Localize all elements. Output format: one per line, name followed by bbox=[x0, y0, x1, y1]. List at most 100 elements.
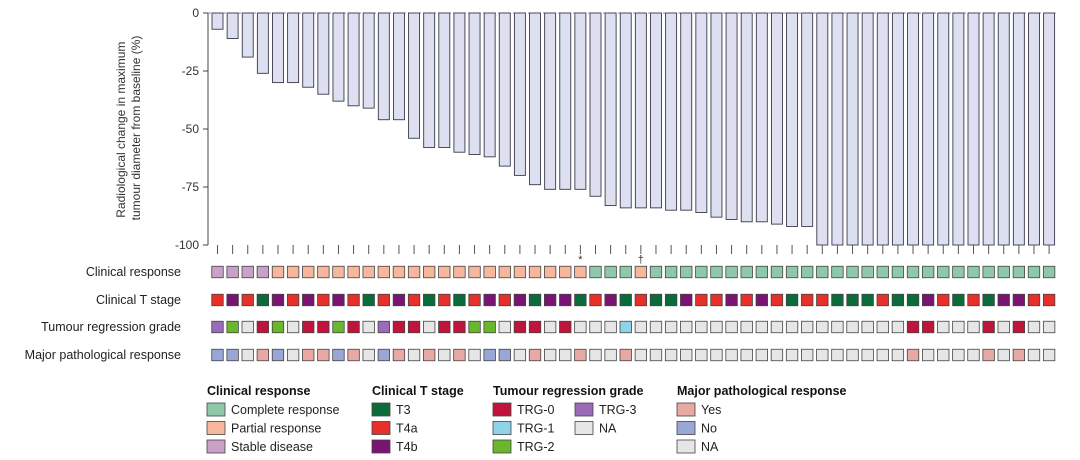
track-cell bbox=[785, 320, 799, 334]
track-cell bbox=[392, 320, 406, 334]
track-label: Tumour regression grade bbox=[41, 320, 181, 334]
track-cell bbox=[634, 265, 648, 279]
bar bbox=[392, 12, 405, 121]
track-cell bbox=[483, 293, 496, 307]
track-cell bbox=[906, 293, 920, 307]
track-cell bbox=[226, 320, 239, 334]
track-cell bbox=[407, 293, 421, 307]
legend-swatch bbox=[492, 402, 512, 417]
track-cell bbox=[423, 265, 436, 279]
legend-swatch bbox=[371, 402, 391, 417]
bar bbox=[1043, 12, 1056, 246]
track-cell bbox=[302, 320, 315, 334]
track-cell bbox=[302, 265, 315, 279]
track-cell bbox=[528, 293, 542, 307]
track-cell bbox=[453, 293, 466, 307]
track-cell bbox=[271, 265, 285, 279]
track-cell bbox=[906, 320, 920, 334]
track-cell bbox=[1027, 348, 1041, 362]
track-cell bbox=[1012, 265, 1026, 279]
bar bbox=[725, 12, 738, 220]
legend-swatch bbox=[206, 402, 226, 417]
bar bbox=[423, 12, 436, 149]
track-cell bbox=[680, 320, 693, 334]
track-cell bbox=[226, 265, 239, 279]
legend-label: TRG-1 bbox=[517, 422, 555, 436]
track-cell bbox=[211, 293, 224, 307]
track-cell bbox=[211, 348, 224, 362]
track-cell bbox=[891, 265, 905, 279]
y-axis-title-line-2: tumour diameter from baseline (%) bbox=[129, 36, 143, 221]
bar bbox=[907, 12, 919, 246]
track-cell bbox=[589, 348, 602, 362]
legend-swatch bbox=[676, 421, 696, 435]
track-cell bbox=[846, 265, 859, 279]
legend-swatch bbox=[206, 421, 226, 435]
track-cell bbox=[226, 293, 239, 307]
track-cell bbox=[937, 265, 950, 279]
bar bbox=[876, 12, 889, 246]
track-cell bbox=[377, 293, 390, 307]
track-cell bbox=[816, 293, 829, 307]
track-cell bbox=[347, 265, 360, 279]
track-cell bbox=[891, 348, 905, 362]
track-cell bbox=[801, 265, 814, 279]
track-cell bbox=[286, 348, 300, 362]
legend-swatch bbox=[492, 421, 512, 435]
track-cell bbox=[513, 293, 527, 307]
bar bbox=[347, 12, 360, 107]
bar bbox=[256, 12, 269, 74]
track-cell bbox=[438, 320, 451, 334]
track-cell bbox=[271, 320, 285, 334]
track-cell bbox=[498, 348, 511, 362]
bar bbox=[710, 12, 723, 218]
track-cell bbox=[1012, 348, 1026, 362]
legend-label: NA bbox=[599, 422, 617, 436]
track-cell bbox=[937, 348, 950, 362]
track-cell bbox=[937, 320, 950, 334]
track-label: Major pathological response bbox=[25, 348, 181, 362]
track-cell bbox=[498, 265, 511, 279]
track-cell bbox=[423, 293, 436, 307]
track-cell bbox=[710, 348, 723, 362]
track-cell bbox=[997, 320, 1010, 334]
track-cell bbox=[831, 265, 844, 279]
track-cell bbox=[846, 293, 859, 307]
track-cell bbox=[1027, 320, 1041, 334]
bar bbox=[468, 12, 481, 155]
track-cell bbox=[317, 348, 330, 362]
track-cell bbox=[801, 320, 814, 334]
track-cell bbox=[604, 265, 617, 279]
track-cell bbox=[377, 320, 390, 334]
track-cell bbox=[468, 348, 481, 362]
track-cell bbox=[619, 293, 632, 307]
track-cell bbox=[649, 320, 663, 334]
track-cell bbox=[876, 320, 889, 334]
track-cell bbox=[770, 348, 784, 362]
track-cell bbox=[453, 265, 466, 279]
track-cell bbox=[891, 320, 905, 334]
track-cell bbox=[286, 320, 300, 334]
track-cell bbox=[362, 320, 375, 334]
bar bbox=[922, 12, 935, 246]
track-cell bbox=[377, 348, 390, 362]
track-cell bbox=[453, 348, 466, 362]
track-cell bbox=[256, 293, 270, 307]
track-cell bbox=[801, 348, 814, 362]
track-cell bbox=[664, 348, 678, 362]
track-cell bbox=[952, 348, 965, 362]
track-cell bbox=[710, 265, 723, 279]
legend-swatch bbox=[206, 439, 226, 454]
track-cell bbox=[740, 293, 753, 307]
track-cell bbox=[861, 265, 874, 279]
track-cell bbox=[347, 348, 360, 362]
bar bbox=[816, 12, 829, 246]
track-cell bbox=[876, 293, 889, 307]
legend-swatch bbox=[371, 439, 391, 454]
track-cell bbox=[1042, 265, 1056, 279]
track-cell bbox=[392, 265, 406, 279]
legend-label: T4a bbox=[396, 422, 418, 436]
track-cell bbox=[649, 265, 663, 279]
track-cell bbox=[740, 265, 753, 279]
track-cell bbox=[906, 348, 920, 362]
